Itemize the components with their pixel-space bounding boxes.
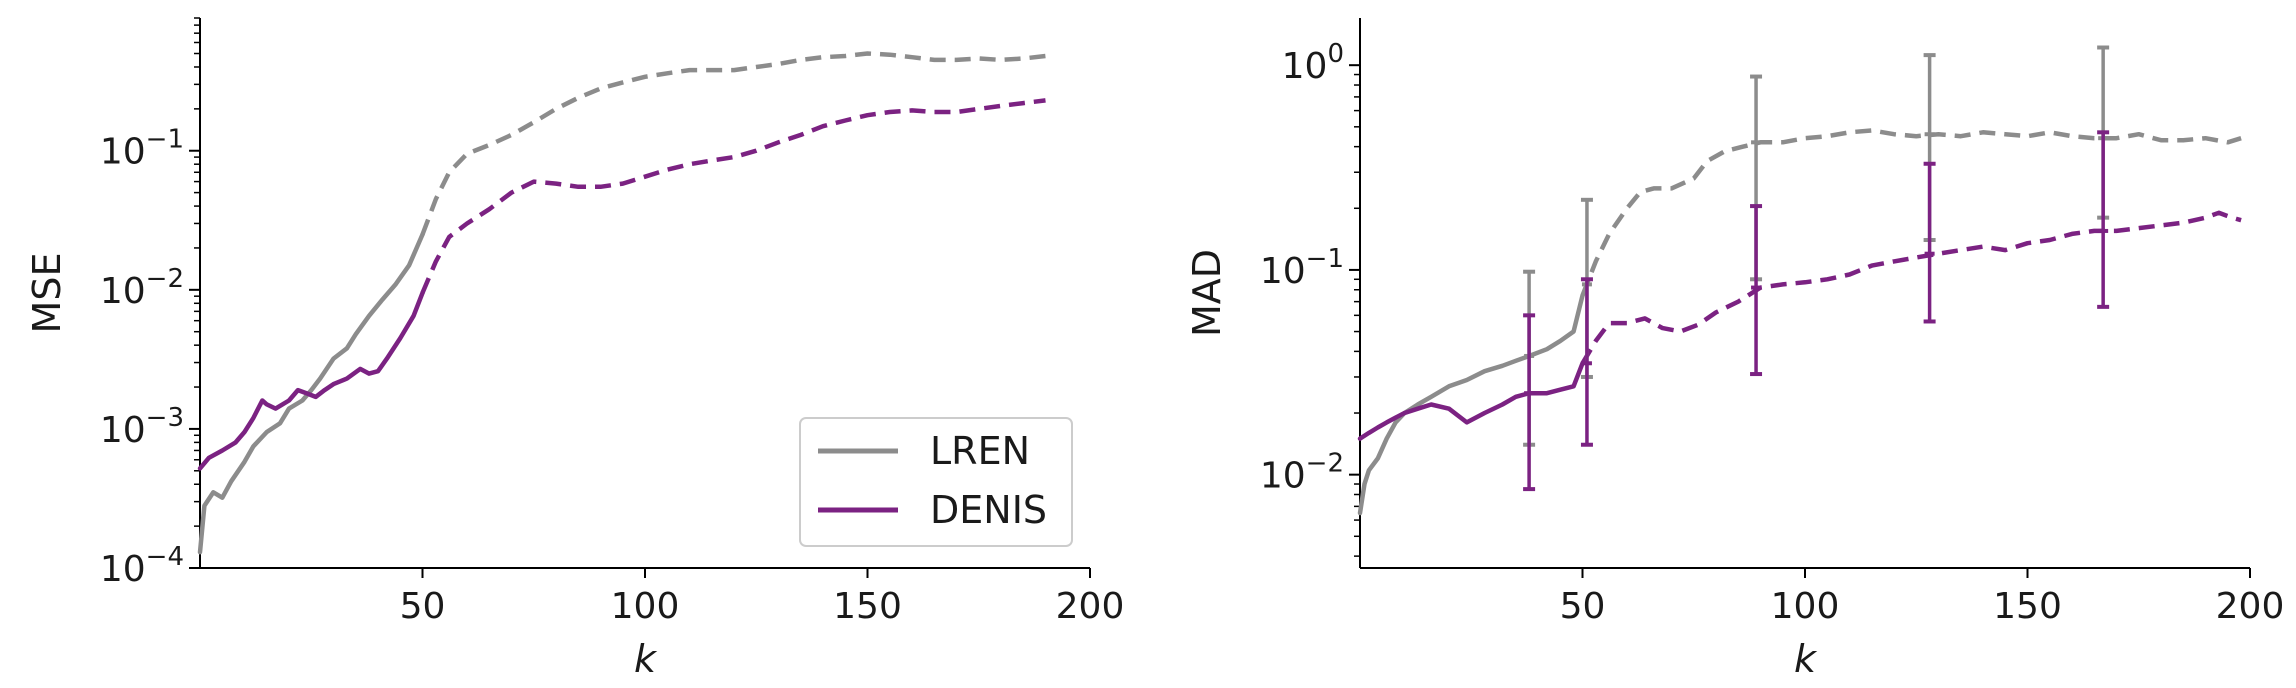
x-tick-label: 150: [833, 586, 902, 627]
denis-series-line-solid: [197, 290, 425, 471]
x-tick-label: 100: [611, 586, 680, 627]
legend-label-denis: DENIS: [930, 488, 1047, 532]
x-tick-label: 150: [1993, 586, 2062, 627]
y-tick-label: 10−2: [1260, 449, 1344, 497]
legend: LREN DENIS: [799, 417, 1073, 547]
y-tick-label: 10−2: [100, 264, 184, 312]
lren-series-line-dashed: [420, 51, 1046, 236]
y-tick-label: 100: [1282, 39, 1344, 87]
x-axis-label: k: [1794, 637, 1818, 681]
lren-series-line-dashed: [1580, 128, 2242, 297]
denis-series-line-dashed: [420, 98, 1046, 294]
mse-panel: 50 100 150 200 10−4 10−3 10−2 10−1 k MSE: [25, 17, 1125, 681]
denis-series-line-dashed: [1580, 210, 2242, 365]
lren-series-line-solid: [1357, 293, 1585, 516]
x-tick-label: 50: [1560, 586, 1606, 627]
y-tick-label: 10−1: [100, 125, 184, 173]
lren-series-line-solid: [197, 232, 425, 555]
mad-panel: 50 100 150 200 10−2 10−1 100 k MAD: [1185, 18, 2284, 681]
legend-label-lren: LREN: [930, 429, 1030, 473]
x-tick-label: 200: [2216, 586, 2285, 627]
x-tick-label: 200: [1056, 586, 1125, 627]
y-tick-label: 10−4: [100, 542, 184, 590]
x-axis-label: k: [634, 637, 658, 681]
y-axis-label: MSE: [25, 253, 69, 334]
x-tick-label: 50: [400, 586, 446, 627]
x-tick-label: 100: [1771, 586, 1840, 627]
y-tick-label: 10−3: [100, 403, 184, 451]
y-tick-label: 10−1: [1260, 244, 1344, 292]
y-axis-label: MAD: [1185, 249, 1229, 337]
denis-series-line-solid: [1357, 361, 1585, 441]
